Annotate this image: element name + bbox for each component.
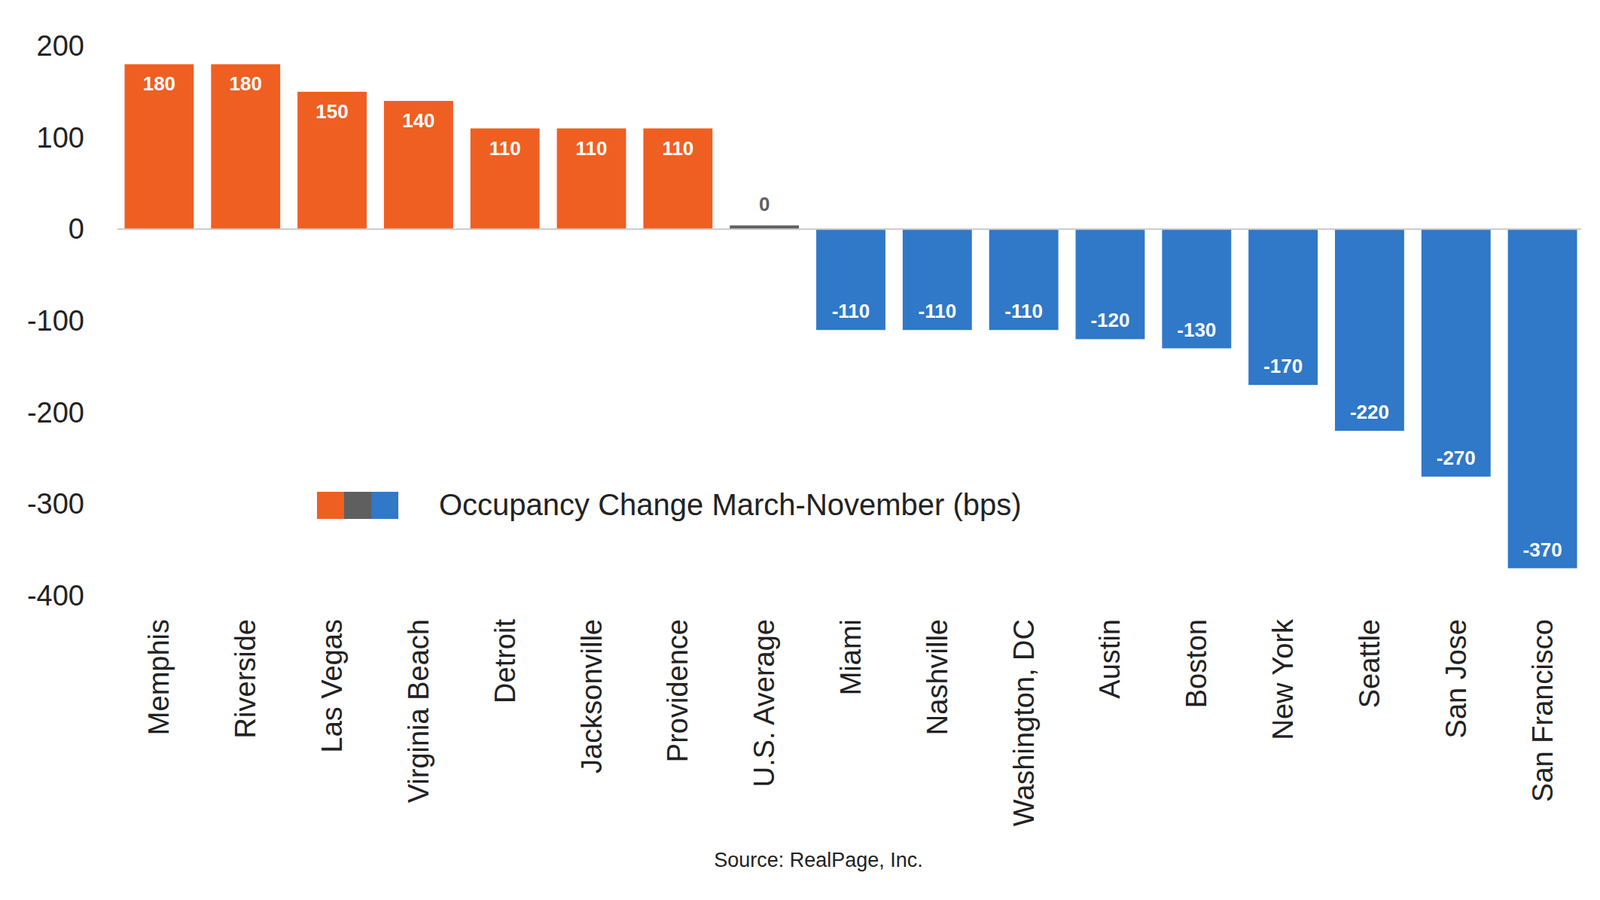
bar: [989, 228, 1059, 330]
bar: [297, 91, 367, 230]
data-label: -270: [1436, 446, 1476, 470]
bar: [1334, 228, 1405, 431]
data-label: -130: [1176, 318, 1216, 342]
data-label: 180: [143, 72, 176, 95]
y-tick-label: -400: [27, 579, 85, 612]
chart: -400 -300 -200 -100 0 100 200 180 180 150 140 110 11…: [0, 0, 1600, 900]
data-label: -220: [1350, 400, 1390, 424]
data-label: 180: [229, 72, 263, 95]
bar: [816, 228, 886, 330]
data-label: -370: [1523, 538, 1563, 561]
data-label: 0: [758, 192, 770, 216]
bar: [1075, 228, 1146, 339]
data-label: 110: [489, 137, 522, 160]
data-label: 140: [402, 109, 435, 132]
legend: Occupancy Change March-November (bps): [316, 487, 1022, 522]
x-tick-label: Las Vegas: [316, 618, 348, 753]
bar: [643, 128, 713, 230]
bar: [902, 228, 973, 330]
source: Source: RealPage, Inc.: [713, 848, 924, 872]
bar: [1508, 228, 1578, 568]
x-tick-label: Virginia Beach: [402, 618, 435, 803]
x-tick-label: San Jose: [1440, 618, 1472, 738]
data-label: -120: [1090, 308, 1130, 332]
bar: [557, 128, 627, 230]
bar: [470, 128, 540, 230]
x-tick-label: Riverside: [229, 618, 262, 738]
y-tick-label: -200: [27, 396, 85, 429]
x-tick-label: Nashville: [921, 618, 954, 735]
data-label: 110: [661, 137, 694, 160]
x-tick-label: Boston: [1180, 618, 1213, 708]
bar: [1248, 228, 1318, 385]
bar: [210, 64, 281, 229]
x-tick-label: Detroit: [489, 618, 522, 704]
legend-label: Occupancy Change March-November (bps): [438, 487, 1022, 522]
x-tick-label: Memphis: [143, 618, 175, 735]
data-label: -110: [832, 299, 871, 323]
y-tick-label: 0: [68, 213, 85, 245]
y-tick-label: 200: [36, 30, 85, 62]
bar: [1161, 228, 1232, 348]
y-tick-label: -100: [27, 304, 85, 337]
x-tick-label: San Francisco: [1526, 618, 1559, 802]
legend-swatch: [371, 491, 399, 519]
legend-swatch: [344, 491, 372, 519]
y-tick-label: 100: [36, 121, 85, 154]
x-tick-label: Miami: [835, 618, 867, 695]
data-label: -170: [1263, 354, 1303, 378]
y-tick-label: -300: [27, 487, 85, 520]
x-tick-label: Washington, DC: [1008, 618, 1040, 826]
legend-swatch: [316, 491, 345, 519]
x-tick-label: Austin: [1094, 618, 1126, 699]
data-label: -110: [918, 299, 957, 323]
data-label: 110: [576, 137, 608, 160]
bar: [384, 100, 454, 229]
bars: [124, 64, 1577, 568]
zero-line: [117, 228, 1582, 230]
bar: [1421, 228, 1491, 477]
bar: [124, 64, 194, 229]
x-tick-label: Jacksonville: [576, 618, 608, 774]
x-tick-label: Seattle: [1353, 618, 1386, 708]
data-label: -110: [1004, 299, 1043, 323]
x-tick-label: U.S. Average: [748, 618, 781, 787]
x-tick-label: New York: [1267, 618, 1299, 741]
x-tick-label: Providence: [661, 618, 694, 762]
data-label: 150: [315, 100, 348, 123]
